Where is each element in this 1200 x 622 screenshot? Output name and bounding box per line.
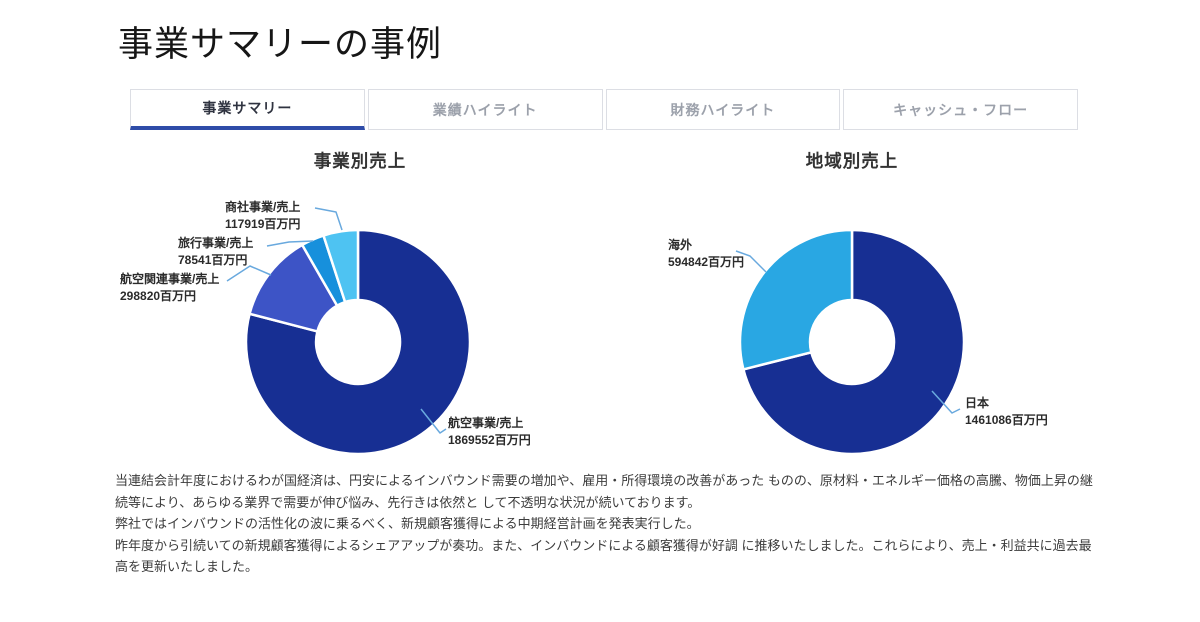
slice-label-name: 海外 <box>668 238 693 252</box>
business-chart-title: 事業別売上 <box>313 151 407 171</box>
business-donut-chart: 航空事業/売上 1869552百万円 航空関連事業/売上 298820百万円 旅… <box>115 185 625 480</box>
tab-label: 事業サマリー <box>202 100 293 116</box>
donut-slice-region-1[interactable] <box>738 228 854 371</box>
slice-label-value: 78541百万円 <box>178 252 248 267</box>
commentary-text: 当連結会計年度におけるわが国経済は、円安によるインバウンド需要の増加や、雇用・所… <box>115 470 1095 578</box>
leader-line <box>314 207 343 231</box>
slice-label-value: 1869552百万円 <box>448 432 531 447</box>
slice-label-name: 旅行事業/売上 <box>178 236 254 250</box>
leader-line <box>420 408 447 434</box>
slice-label-japan: 日本 1461086百万円 <box>965 395 1048 428</box>
slice-label-value: 117919百万円 <box>225 216 301 231</box>
commentary-paragraph: 弊社ではインバウンドの活性化の波に乗るべく、新規顧客獲得による中期経営計画を発表… <box>115 516 700 531</box>
commentary-paragraph: 昨年度から引続いての新規顧客獲得によるシェアアップが奏功。また、インバウンドによ… <box>115 537 1092 575</box>
slice-label-aviation-related: 航空関連事業/売上 298820百万円 <box>120 271 219 304</box>
donut-slice-business-0[interactable] <box>244 228 472 456</box>
leader-line <box>226 265 272 282</box>
commentary-paragraph: 当連結会計年度におけるわが国経済は、円安によるインバウンド需要の増加や、雇用・所… <box>115 473 1093 510</box>
region-donut-chart: 日本 1461086百万円 海外 594842百万円 <box>640 185 1120 480</box>
leader-line <box>735 250 767 273</box>
slice-label-trading: 商社事業/売上 117919百万円 <box>225 199 300 232</box>
tab-business-summary[interactable]: 事業サマリー <box>130 89 365 130</box>
slice-label-travel: 旅行事業/売上 78541百万円 <box>178 235 253 268</box>
business-donut-svg <box>226 207 472 456</box>
page-title: 事業サマリーの事例 <box>118 25 443 64</box>
slice-label-aviation: 航空事業/売上 1869552百万円 <box>448 415 531 448</box>
donut-slice-region-0[interactable] <box>741 228 966 456</box>
slice-label-name: 航空関連事業/売上 <box>120 272 220 286</box>
slice-label-overseas: 海外 594842百万円 <box>668 237 744 270</box>
slice-label-name: 日本 <box>965 396 990 410</box>
slice-label-name: 航空事業/売上 <box>448 416 524 430</box>
leader-line <box>931 390 961 414</box>
slice-label-value: 298820百万円 <box>120 288 197 303</box>
region-donut-svg <box>735 228 966 456</box>
leader-line <box>266 240 314 247</box>
donut-slice-business-3[interactable] <box>321 228 360 304</box>
region-chart-title: 地域別売上 <box>805 151 899 171</box>
slice-label-value: 594842百万円 <box>668 254 745 269</box>
slice-label-value: 1461086百万円 <box>965 412 1048 427</box>
slice-label-name: 商社事業/売上 <box>225 200 301 214</box>
tab-label: 業績ハイライト <box>432 101 538 118</box>
tab-financial-highlights[interactable]: 財務ハイライト <box>605 89 841 130</box>
tab-label: 財務ハイライト <box>670 101 776 118</box>
tab-performance-highlights[interactable]: 業績ハイライト <box>367 89 603 130</box>
tab-bar: 事業サマリー 業績ハイライト 財務ハイライト キャッシュ・フロー <box>130 89 1078 130</box>
tab-cash-flow[interactable]: キャッシュ・フロー <box>843 89 1078 130</box>
tab-label: キャッシュ・フロー <box>893 101 1029 118</box>
